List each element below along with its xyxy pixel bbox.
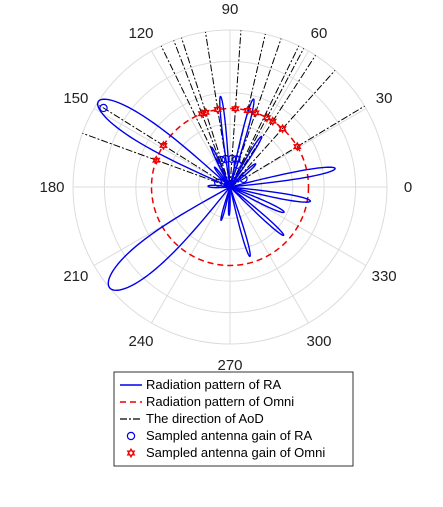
legend-marker-omni [126, 447, 136, 459]
angle-tick-label: 120 [128, 25, 153, 42]
angle-tick-label: 0 [404, 179, 412, 196]
ra-pattern-lobe [229, 135, 263, 188]
ra-sample-marker [239, 174, 248, 184]
angle-tick-label: 300 [306, 333, 331, 350]
legend-label-ra: Radiation pattern of RA [146, 377, 281, 392]
ra-pattern-lobe [107, 186, 231, 292]
omni-sample-marker [251, 107, 260, 118]
ra-sample-marker [99, 103, 108, 113]
legend-label-omni: Radiation pattern of Omni [146, 394, 294, 409]
legend: Radiation pattern of RA Radiation patter… [113, 371, 354, 467]
ra-pattern-lobe [96, 98, 231, 188]
plot-series [82, 30, 365, 292]
omni-sample-marker [231, 103, 240, 114]
ra-pattern-lobe [229, 186, 285, 237]
omni-sample-marker [197, 108, 207, 119]
ra-sample-marker [233, 160, 242, 169]
legend-box [113, 371, 354, 467]
aod-direction-ray [229, 105, 365, 188]
ra-pattern-lobe [220, 186, 231, 222]
ra-pattern-lobe [227, 186, 231, 216]
angle-tick-label: 90 [222, 1, 239, 18]
ra-pattern-lobe [229, 186, 285, 214]
ra-sample-marker [232, 155, 241, 164]
angle-tick-label: 180 [39, 179, 64, 196]
omni-sample-marker [262, 112, 272, 123]
omni-sample-marker [151, 155, 161, 166]
legend-marker-ra [126, 431, 136, 441]
ra-pattern-lobe [213, 166, 231, 188]
omni-sample-marker [278, 123, 287, 134]
angle-grid-line [151, 50, 231, 188]
angle-tick-label: 30 [376, 90, 393, 107]
legend-label-aod: The direction of AoD [146, 411, 264, 426]
angle-tick-label: 150 [63, 90, 88, 107]
angle-tick-label: 210 [63, 268, 88, 285]
ra-pattern-lobe [210, 146, 231, 188]
angle-tick-label: 270 [217, 357, 242, 374]
omni-sample-marker [293, 141, 302, 152]
omni-sample-marker [213, 104, 222, 115]
legend-label-ra-samples: Sampled antenna gain of RA [146, 428, 313, 443]
omni-sample-marker [243, 105, 252, 116]
ra-pattern-lobe [219, 95, 231, 188]
ra-pattern-lobe [207, 184, 231, 189]
omni-pattern-circle [150, 107, 310, 267]
angle-tick-label: 330 [372, 268, 397, 285]
angle-tick-label: 60 [311, 25, 328, 42]
ra-pattern-lobe [229, 166, 336, 188]
ra-pattern-lobe [229, 186, 312, 203]
ra-sample-marker [227, 154, 237, 164]
omni-sample-marker [268, 116, 278, 127]
angle-tick-labels: 0 30 60 90 120 150 180 210 240 270 300 330 [39, 1, 412, 374]
aod-direction-ray [229, 69, 336, 188]
angle-tick-label: 240 [128, 333, 153, 350]
ra-sample-marker [221, 154, 230, 164]
omni-sample-marker [159, 140, 168, 151]
ra-sample-marker [213, 178, 223, 187]
legend-label-omni-samples: Sampled antenna gain of Omni [146, 445, 325, 460]
ra-sample-marker [217, 155, 226, 165]
ra-pattern-lobe [229, 163, 257, 188]
ra-pattern-lobe [229, 186, 251, 258]
ra-pattern-lobe [229, 98, 255, 188]
